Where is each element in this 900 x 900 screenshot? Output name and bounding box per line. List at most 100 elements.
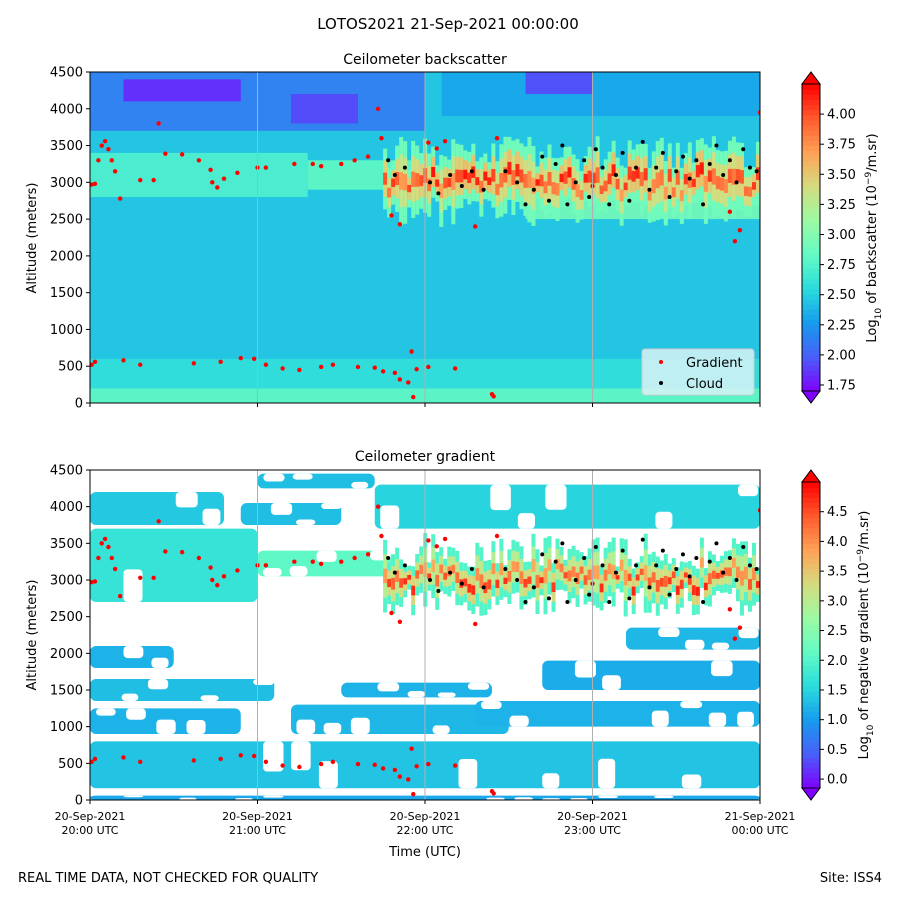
heat-cloud-cell [503, 167, 508, 184]
colorbar-segment [802, 232, 820, 239]
cloud-point [540, 154, 545, 159]
heat-cloud-cell [491, 541, 496, 553]
colorbar-segment [802, 268, 820, 274]
heat-cloud-cell [687, 142, 692, 158]
heat-cloud-cell [735, 566, 740, 579]
heat-cloud-cell [695, 568, 700, 579]
cloud-point [573, 180, 578, 185]
cloud-point [587, 592, 592, 597]
colorbar-segment [802, 186, 820, 193]
heat-layer-6 [123, 79, 241, 102]
heat-cloud-cell [639, 157, 644, 173]
heat-cloud-cell [579, 573, 584, 582]
gradient-point [218, 756, 223, 762]
heat-cloud-cell [447, 159, 452, 170]
heat-cloud-cell [671, 187, 676, 198]
heat-cloud-cell [467, 592, 472, 602]
heat-cloud-cell [675, 156, 680, 172]
heat-cloud-cell [727, 567, 732, 577]
y-tick-label: 1000 [50, 720, 83, 735]
x-tick-label-date: 20-Sep-2021 [390, 810, 461, 823]
heat-cloud-cell [403, 565, 408, 573]
heat-cloud-cell [479, 169, 484, 182]
heat-cloud-cell [527, 591, 532, 600]
heat-cloud-cell [739, 197, 744, 212]
heat-cloud-cell [387, 207, 392, 218]
heat-cloud-cell [587, 170, 592, 184]
cloud-point [634, 563, 639, 568]
heat-cloud-cell [595, 136, 600, 153]
heat-cloud-cell [755, 180, 760, 194]
heat-cloud-cell [599, 185, 604, 195]
heat-gap [658, 627, 680, 638]
heat-cloud-cell [663, 186, 668, 200]
backscatter-panel: Ceilometer backscatter Altitude (meters)… [25, 52, 884, 412]
colorbar-tick-label: 2.75 [827, 258, 856, 273]
heat-cloud-cell [479, 574, 484, 589]
heat-cloud-cell [635, 144, 640, 157]
gradient-point [375, 106, 381, 111]
heat-cloud-cell [547, 582, 552, 595]
colorbar-segment [802, 680, 820, 687]
heat-cloud-cell [591, 552, 596, 567]
heat-cloud-cell [431, 156, 436, 168]
heat-cloud-cell [575, 209, 580, 223]
heat-cloud-cell [543, 553, 548, 569]
gradient-point [757, 110, 760, 115]
heat-cloud-cell [391, 577, 396, 591]
heat-cloud-cell [495, 563, 500, 572]
heat-cloud-cell [711, 152, 716, 169]
heat-cloud-cell [739, 556, 744, 572]
heat-cloud-cell [531, 177, 536, 195]
heat-cloud-cell [547, 570, 552, 583]
heat-cloud-cell [667, 156, 672, 170]
heat-cloud-cell [695, 604, 700, 615]
gradient-point [379, 136, 384, 141]
heat-cloud-cell [451, 139, 456, 157]
heat-cloud-cell [691, 565, 696, 577]
gradient-point [138, 759, 143, 765]
heat-cloud-cell [491, 563, 496, 575]
heat-cloud-cell [651, 592, 656, 604]
heat-cloud-cell [639, 143, 644, 159]
heat-cloud-cell [651, 193, 656, 208]
heat-cloud-cell [531, 161, 536, 179]
heat-cloud-cell [683, 582, 688, 589]
heat-cloud-cell [431, 146, 436, 158]
heat-cloud-cell [615, 566, 620, 572]
heat-cloud-cell [407, 170, 412, 178]
heat-cloud-cell [523, 578, 528, 588]
heat-cloud-cell [527, 583, 532, 592]
heat-cloud-cell [595, 551, 600, 566]
colorbar-segment [802, 130, 820, 136]
heat-cloud-cell [483, 560, 488, 573]
gradient-point [215, 185, 220, 190]
heat-cloud-cell [663, 597, 668, 610]
heat-cloud-cell [539, 186, 544, 199]
heat-cloud-cell [731, 152, 736, 170]
heat-cloud-cell [463, 586, 468, 595]
heat-cloud-cell [459, 587, 464, 597]
heat-cloud-cell [691, 170, 696, 180]
gradient-point [318, 364, 324, 370]
gradient-point [318, 561, 324, 567]
heat-cloud-cell [655, 579, 660, 593]
heat-cloud-cell [695, 177, 700, 191]
cloud-point [707, 161, 712, 166]
heat-cloud-cell [467, 193, 472, 205]
heat-gap [377, 682, 400, 692]
heat-cloud-cell [731, 200, 736, 218]
gradient-point [292, 161, 297, 167]
colorbar-segment [802, 711, 820, 718]
heat-cloud-cell [631, 192, 636, 204]
heat-cloud-cell [715, 578, 720, 586]
colorbar-segment [802, 522, 820, 529]
heat-gap [200, 695, 219, 701]
heat-cloud-cell [691, 195, 696, 204]
heat-cloud-cell [719, 190, 724, 205]
colorbar-segment [802, 497, 820, 503]
heat-cloud-cell [639, 568, 644, 576]
heat-cloud-cell [427, 584, 432, 591]
heat-cloud-cell [439, 212, 444, 227]
heat-cloud-cell [547, 536, 552, 549]
